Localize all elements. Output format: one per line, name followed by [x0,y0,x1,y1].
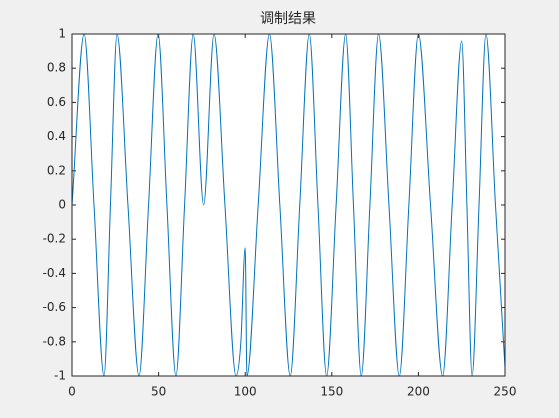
y-tick-label: -0.2 [43,232,66,246]
x-tick-label: 150 [320,385,343,399]
y-tick-label: -0.6 [43,300,66,314]
y-tick-label: 0.8 [47,61,66,75]
y-tick-label: 0.2 [47,163,66,177]
x-tick-label: 50 [151,385,166,399]
x-tick-label: 100 [234,385,257,399]
y-tick-label: 0.6 [47,95,66,109]
y-tick-label: -0.4 [43,266,66,280]
y-tick-label: -0.8 [43,334,66,348]
y-tick-label: 1 [58,27,66,41]
y-tick-label: 0.4 [47,129,66,143]
x-tick-label: 0 [68,385,76,399]
x-tick-label: 250 [494,385,517,399]
y-tick-label: -1 [54,369,66,383]
axes-box [71,33,506,377]
x-tick-label: 200 [407,385,430,399]
chart-title: 调制结果 [260,11,316,27]
plot-area [72,34,505,376]
y-tick-label: 0 [58,198,66,212]
